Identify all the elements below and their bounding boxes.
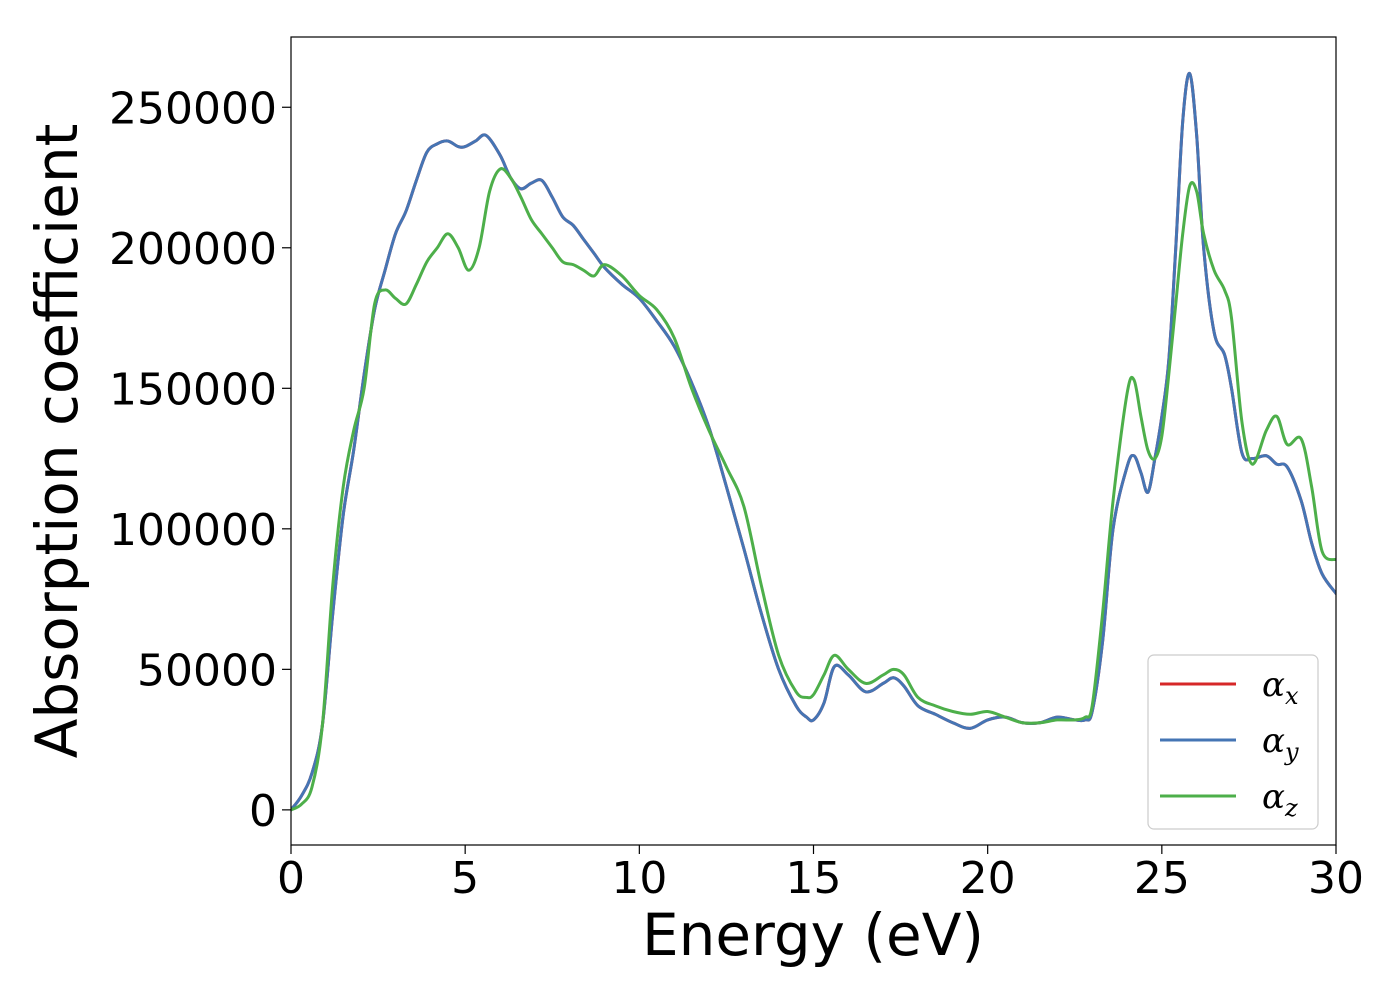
y-tick-label: 100000 [109, 505, 277, 556]
y-axis-title: Absorption coefficient [23, 124, 91, 759]
y-tick-label: 250000 [109, 83, 277, 134]
x-axis-title: Energy (eV) [642, 901, 984, 969]
x-tick-label: 0 [277, 853, 305, 904]
x-tick-label: 5 [451, 853, 479, 904]
y-tick-label: 150000 [109, 364, 277, 415]
series-layer [291, 72, 1336, 812]
legend-label-alpha-x: αx [1262, 665, 1299, 710]
x-tick-label: 20 [960, 853, 1016, 904]
x-axis-ticks: 0 5 10 15 20 25 30 [277, 845, 1364, 904]
series-line-alpha-y [291, 72, 1336, 812]
y-axis-ticks: 0 50000 100000 150000 200000 250000 [109, 83, 291, 837]
y-tick-label: 0 [249, 786, 277, 837]
series-line-alpha-z [291, 167, 1336, 812]
legend-box [1147, 654, 1319, 830]
x-tick-label: 15 [786, 853, 842, 904]
y-tick-label: 50000 [137, 645, 277, 696]
x-tick-label: 30 [1308, 853, 1364, 904]
y-tick-label: 200000 [109, 224, 277, 275]
x-tick-label: 25 [1134, 853, 1190, 904]
x-tick-label: 10 [611, 853, 667, 904]
